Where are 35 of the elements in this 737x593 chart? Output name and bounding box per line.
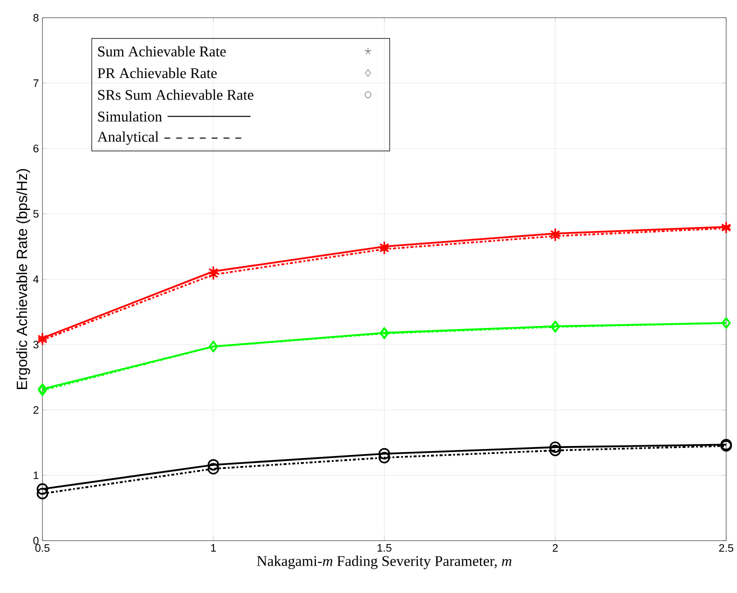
annotation: Sum Achievable Rate (98, 46, 226, 57)
y-axis-title: Ergodic Achievable Rate (bps/Hz) (16, 169, 30, 390)
y-tick-label: 3 (33, 340, 38, 348)
point (378, 448, 390, 460)
x-tick-label: 1 (211, 544, 216, 552)
annotation: Simulation (98, 111, 162, 122)
point (36, 483, 48, 495)
point (550, 230, 560, 242)
x-tick-label: 1.5 (378, 544, 392, 552)
y-tick-label: 2 (33, 406, 38, 414)
y-tick-label: 6 (33, 144, 38, 152)
annotation: Analytical (97, 131, 159, 145)
point (550, 444, 561, 456)
point (208, 266, 218, 278)
point (208, 463, 220, 475)
point (378, 452, 390, 464)
x-tick-label: 2.5 (719, 544, 734, 552)
y-tick-label: 7 (33, 79, 38, 87)
y-tick-label: 4 (33, 276, 39, 283)
point (208, 459, 220, 471)
annotation: SRs Sum Achievable Rate (98, 90, 254, 100)
x-tick-label: 2 (552, 544, 558, 552)
x-axis-title: Nakagami-m Fading Severity Parameter, m (257, 556, 512, 570)
point (379, 243, 390, 255)
x-tick-label: 0.5 (35, 544, 50, 552)
y-tick-label: 1 (34, 472, 38, 480)
point (550, 228, 560, 240)
y-tick-label: 0 (33, 536, 39, 545)
point (550, 441, 561, 453)
annotation: PR Achievable Rate (98, 68, 217, 78)
point (36, 488, 48, 500)
y-tick-label: 5 (33, 210, 38, 218)
point (379, 240, 390, 252)
point (208, 268, 218, 280)
y-tick-label: 8 (33, 14, 38, 22)
